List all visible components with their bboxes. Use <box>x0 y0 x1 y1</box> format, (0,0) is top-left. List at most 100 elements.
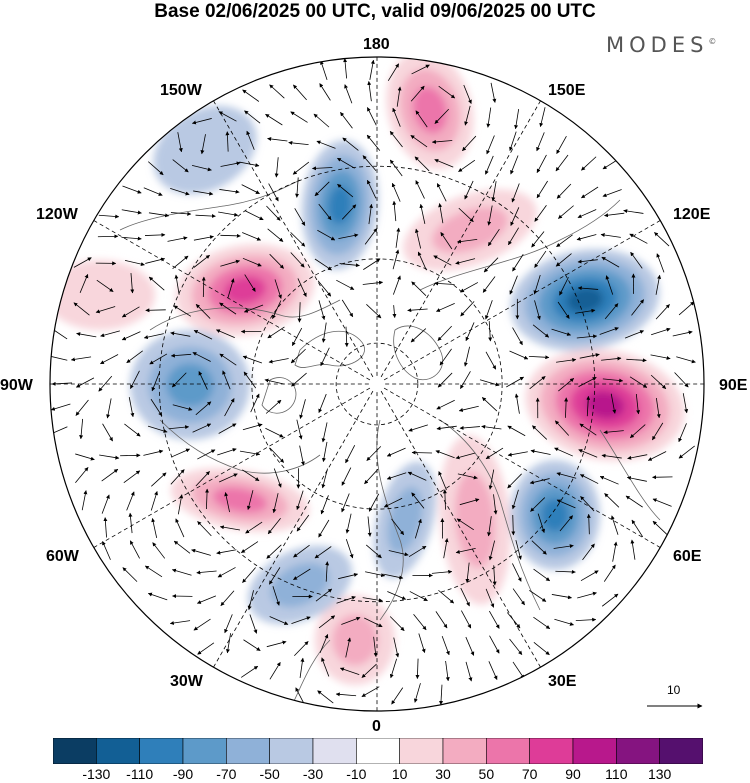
wind-vector <box>220 233 241 238</box>
wind-vector <box>75 377 95 388</box>
wind-vector <box>436 183 447 202</box>
wind-vector <box>293 568 311 581</box>
wind-vector <box>170 211 192 216</box>
wind-vector <box>553 544 574 549</box>
wind-vector <box>321 657 330 677</box>
wind-vector <box>246 130 255 150</box>
wind-vector <box>198 371 208 390</box>
wind-vector <box>511 515 516 536</box>
wind-vector <box>368 493 380 512</box>
colorbar-bin <box>486 738 530 764</box>
wind-vector <box>488 540 496 561</box>
map-border <box>49 56 705 712</box>
wind-vector <box>342 137 359 151</box>
wind-vector <box>219 525 241 531</box>
wind-vector <box>195 304 211 319</box>
wind-vector <box>391 687 404 705</box>
wind-vector <box>364 228 378 245</box>
wind-vector <box>130 273 135 294</box>
wind-vector <box>581 186 599 199</box>
wind-vector <box>292 161 310 175</box>
wind-vector <box>506 612 521 629</box>
colorbar-bin <box>312 738 357 764</box>
lon-label-120w: 120W <box>36 206 78 223</box>
wind-vector <box>243 371 257 389</box>
wind-vector <box>431 569 453 574</box>
wind-vector <box>169 620 191 625</box>
wind-vector <box>243 304 264 313</box>
colorbar-bin <box>399 738 444 764</box>
wind-vector <box>366 446 382 461</box>
wind-vector <box>242 423 263 431</box>
wind-vector <box>413 614 427 631</box>
wind-vector <box>171 448 191 458</box>
wind-vector <box>314 546 332 559</box>
wind-vector <box>338 233 359 240</box>
colorbar-tick-label: 30 <box>435 766 451 782</box>
wind-vector <box>603 564 616 582</box>
wind-vector <box>315 588 333 602</box>
anomaly-high-30e <box>439 435 511 605</box>
wind-vector <box>151 372 160 392</box>
colorbar-bin <box>616 738 660 764</box>
wind-vector <box>463 84 472 104</box>
wind-vector <box>267 228 284 242</box>
wind-vector <box>361 686 380 697</box>
wind-vector <box>173 540 191 554</box>
wind-vector <box>391 182 401 202</box>
wind-vector <box>246 490 254 510</box>
wind-vector <box>602 378 624 383</box>
wind-vector <box>674 372 689 388</box>
wind-vector <box>373 636 378 658</box>
wind-vector <box>272 300 282 320</box>
wind-vector <box>582 543 595 561</box>
lon-label-30e: 30E <box>548 673 577 690</box>
wind-vector <box>465 636 475 656</box>
wind-vector <box>435 450 455 459</box>
coastline-segment <box>294 331 365 368</box>
wind-vector <box>172 404 193 411</box>
wind-vector <box>415 658 420 680</box>
wind-vector <box>274 157 279 178</box>
wind-vector <box>650 374 667 389</box>
wind-vector <box>225 633 232 654</box>
wind-vector <box>515 540 522 560</box>
wind-vector <box>604 212 625 218</box>
wind-vector <box>196 570 217 575</box>
wind-vector <box>267 517 281 535</box>
wind-vector <box>465 562 470 583</box>
wind-vector <box>577 259 598 264</box>
wind-vector <box>415 110 428 128</box>
wind-vector <box>512 588 525 606</box>
modes-logo: MODES© <box>606 33 716 57</box>
wind-vector <box>218 111 237 122</box>
wind-vector <box>242 355 263 364</box>
wind-vector <box>601 453 622 459</box>
wind-vector <box>244 274 256 292</box>
wind-vector <box>624 330 645 339</box>
wind-vector <box>144 565 163 578</box>
colorbar-bin <box>182 738 227 764</box>
wind-vector <box>460 371 471 389</box>
wind-vector <box>396 86 402 107</box>
wind-vector <box>193 254 210 268</box>
wind-vector <box>143 449 164 456</box>
wind-vector <box>126 350 143 364</box>
wind-vector <box>102 541 111 560</box>
wind-vector <box>98 214 120 219</box>
wind-vector <box>297 302 302 323</box>
wind-vector <box>537 513 546 534</box>
wind-vector <box>317 280 332 297</box>
latitude-circle <box>158 165 596 603</box>
wind-vector <box>580 496 595 512</box>
wind-vector <box>220 259 240 267</box>
wind-vector <box>147 161 164 176</box>
wind-vector <box>509 275 518 295</box>
wind-vector <box>220 161 241 167</box>
wind-vector <box>103 517 108 538</box>
wind-vector <box>296 514 310 532</box>
wind-vector <box>197 521 212 537</box>
wind-vector <box>147 425 168 433</box>
wind-vector <box>392 275 401 295</box>
wind-vector <box>143 187 163 196</box>
